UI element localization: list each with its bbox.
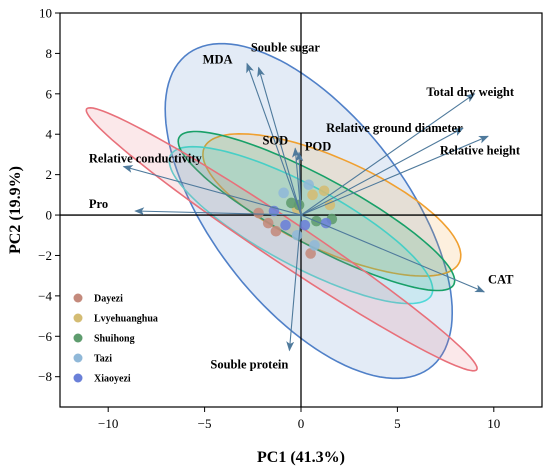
loading-label-sod: SOD (262, 133, 288, 147)
point-xiaoyezi (299, 219, 311, 231)
point-xiaoyezi (280, 219, 291, 231)
point-tazi (278, 187, 289, 199)
y-tick-label: 4 (46, 127, 53, 142)
point-xiaoyezi (320, 217, 332, 229)
ellipse-dayezi (85, 106, 478, 372)
loading-label-relative-height: Relative height (440, 143, 521, 157)
legend-marker-lvyehuanghua (73, 313, 83, 323)
point-tazi (303, 179, 315, 191)
y-tick-label: 10 (39, 6, 52, 21)
loading-arrow-cat (300, 214, 486, 293)
x-tick-label: −10 (98, 416, 118, 431)
legend-label-tazi: Tazi (94, 354, 112, 365)
legend-marker-dayezi (73, 293, 83, 303)
y-tick-label: 6 (46, 86, 53, 101)
y-tick-label: −4 (38, 288, 52, 303)
loading-label-pod: POD (305, 139, 331, 153)
point-dayezi (262, 217, 274, 229)
loading-arrow-pod (295, 151, 304, 216)
loading-arrow-relative-conductivity (122, 165, 302, 216)
legend-label-shuihong: Shuihong (94, 334, 135, 345)
y-tick-label: 2 (46, 167, 53, 182)
loading-label-relative-ground-diameter: Relative ground diameter (326, 121, 463, 135)
loading-arrow-total-dry-weight (300, 93, 476, 216)
legend-label-dayezi: Dayezi (94, 294, 123, 305)
x-tick-label: −5 (198, 416, 212, 431)
x-axis-title: PC1 (41.3%) (257, 449, 345, 466)
legend-label-xiaoyezi: Xiaoyezi (94, 374, 131, 385)
loading-label-cat: CAT (488, 273, 514, 287)
point-lvyehuanghua (318, 185, 330, 197)
loading-label-souble-protein: Souble protein (210, 358, 288, 372)
y-axis-title: PC2 (19.9%) (7, 166, 24, 254)
y-tick-label: −6 (38, 329, 52, 344)
y-tick-label: −8 (38, 369, 52, 384)
point-dayezi (305, 248, 316, 259)
point-dayezi (270, 225, 282, 237)
loading-arrow-souble-protein (286, 215, 302, 352)
loading-label-mda: MDA (203, 53, 233, 67)
loading-arrow-relative-height (300, 135, 489, 216)
loading-label-souble-sugar: Souble sugar (251, 40, 321, 54)
loading-label-pro: Pro (89, 197, 108, 211)
y-tick-label: −2 (38, 248, 52, 263)
x-tick-label: 0 (298, 416, 305, 431)
point-tazi (291, 229, 303, 241)
legend-marker-xiaoyezi (73, 373, 83, 383)
loading-arrows: MDA Souble sugar SOD POD Total dry weight Rel… (89, 40, 521, 371)
legend-marker-tazi (73, 353, 83, 363)
loading-arrow-souble-sugar (257, 66, 302, 216)
y-tick-label: 8 (46, 46, 53, 61)
loading-label-relative-conductivity: Relative conductivity (89, 152, 203, 166)
x-tick-label: 5 (394, 416, 401, 431)
y-tick-label: 0 (46, 208, 53, 223)
legend-marker-shuihong (73, 333, 83, 343)
loading-label-total-dry-weight: Total dry weight (426, 85, 515, 99)
legend: Dayezi Lvyehuanghua Shuihong Tazi Xiaoyezi (73, 293, 158, 385)
x-tick-label: 10 (487, 416, 500, 431)
loading-arrow-mda (246, 62, 302, 216)
point-lvyehuanghua (307, 189, 318, 201)
axes: −10 −5 0 5 10 −8 −6 −4 −2 0 2 4 6 8 10 (38, 6, 543, 431)
loading-arrow-pro (134, 207, 302, 216)
legend-label-lvyehuanghua: Lvyehuanghua (94, 314, 158, 325)
loading-arrow-relative-ground-diameter (300, 127, 464, 216)
point-tazi (309, 240, 320, 251)
point-dayezi (253, 207, 264, 219)
